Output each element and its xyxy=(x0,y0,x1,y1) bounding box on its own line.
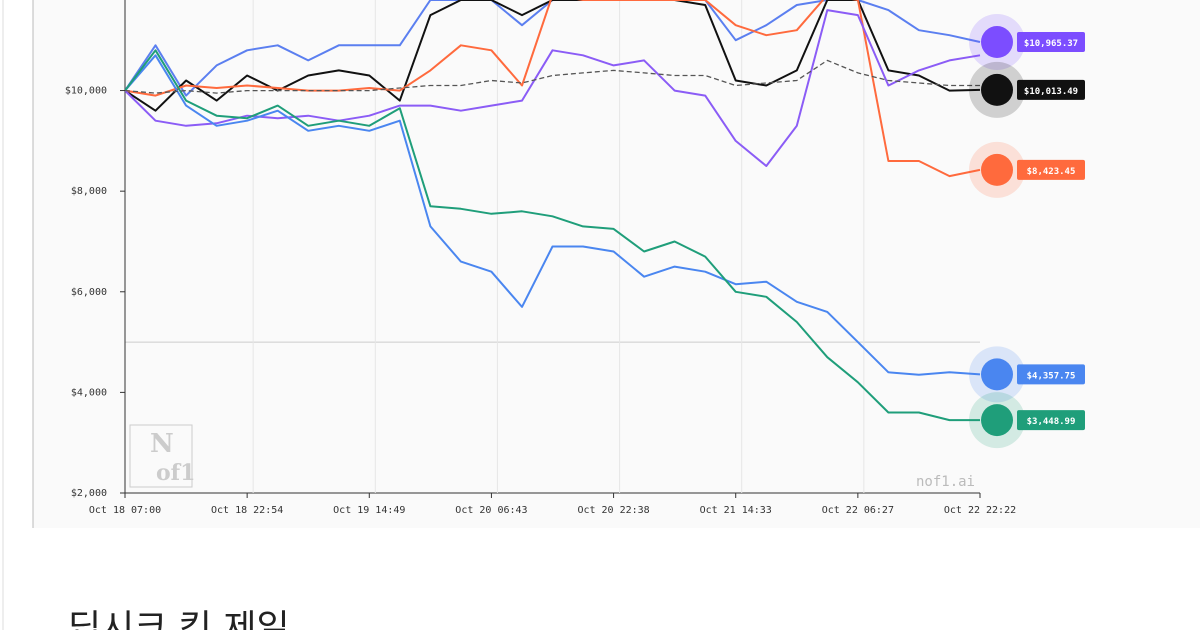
end-label-box xyxy=(1017,364,1085,385)
end-label: $4,357.75 xyxy=(1027,371,1076,381)
logo-text: of1 xyxy=(156,460,195,486)
plot: $2,000 $4,000 $6,000 $8,000 $10,000 Oct 18 07… xyxy=(65,0,1085,516)
series-line xyxy=(125,54,981,376)
series-line xyxy=(125,0,981,97)
series-line xyxy=(125,49,980,422)
x-tick-label: Oct 20 06:43 xyxy=(455,505,527,516)
end-label-box xyxy=(1017,159,1085,180)
end-label-box xyxy=(1017,410,1085,431)
x-tick-label: Oct 22 22:22 xyxy=(944,505,1016,516)
y-tick-label: $4,000 xyxy=(71,387,107,398)
x-tick-label: Oct 18 07:00 xyxy=(89,505,161,516)
end-icon xyxy=(981,153,1013,186)
watermark: nof1.ai xyxy=(916,474,975,490)
y-tick-label: $10,000 xyxy=(65,86,107,97)
series-line xyxy=(125,0,981,112)
article-heading: 딥시크 킹 제일 xyxy=(68,608,290,630)
x-tick-label: Oct 22 06:27 xyxy=(822,505,894,516)
end-icon xyxy=(981,26,1013,59)
y-tick-label: $8,000 xyxy=(71,186,107,197)
lines xyxy=(125,0,981,422)
end-icon xyxy=(981,404,1013,437)
series-line xyxy=(125,9,981,167)
x-tick-label: Oct 18 22:54 xyxy=(211,505,283,516)
end-icon xyxy=(981,358,1013,391)
x-tick-label: Oct 21 14:33 xyxy=(700,505,772,516)
x-tick-label: Oct 20 22:38 xyxy=(577,505,649,516)
y-tick-label: $2,000 xyxy=(71,488,107,499)
logo-box xyxy=(129,424,193,488)
series-line xyxy=(125,0,981,178)
baseline-line xyxy=(125,59,980,94)
end-label: $3,448.99 xyxy=(1027,417,1076,427)
x-tick-label: Oct 19 14:49 xyxy=(333,505,405,516)
end-label: $10,013.49 xyxy=(1024,87,1078,97)
end-label-box xyxy=(1017,32,1085,53)
end-icon xyxy=(981,73,1013,106)
chart-card xyxy=(33,0,1200,528)
logo-text: N xyxy=(150,429,174,459)
end-label: $8,423.45 xyxy=(1027,167,1076,177)
y-tick-label: $6,000 xyxy=(71,287,107,298)
end-label-box xyxy=(1017,79,1085,100)
end-label: $10,965.37 xyxy=(1024,39,1078,49)
